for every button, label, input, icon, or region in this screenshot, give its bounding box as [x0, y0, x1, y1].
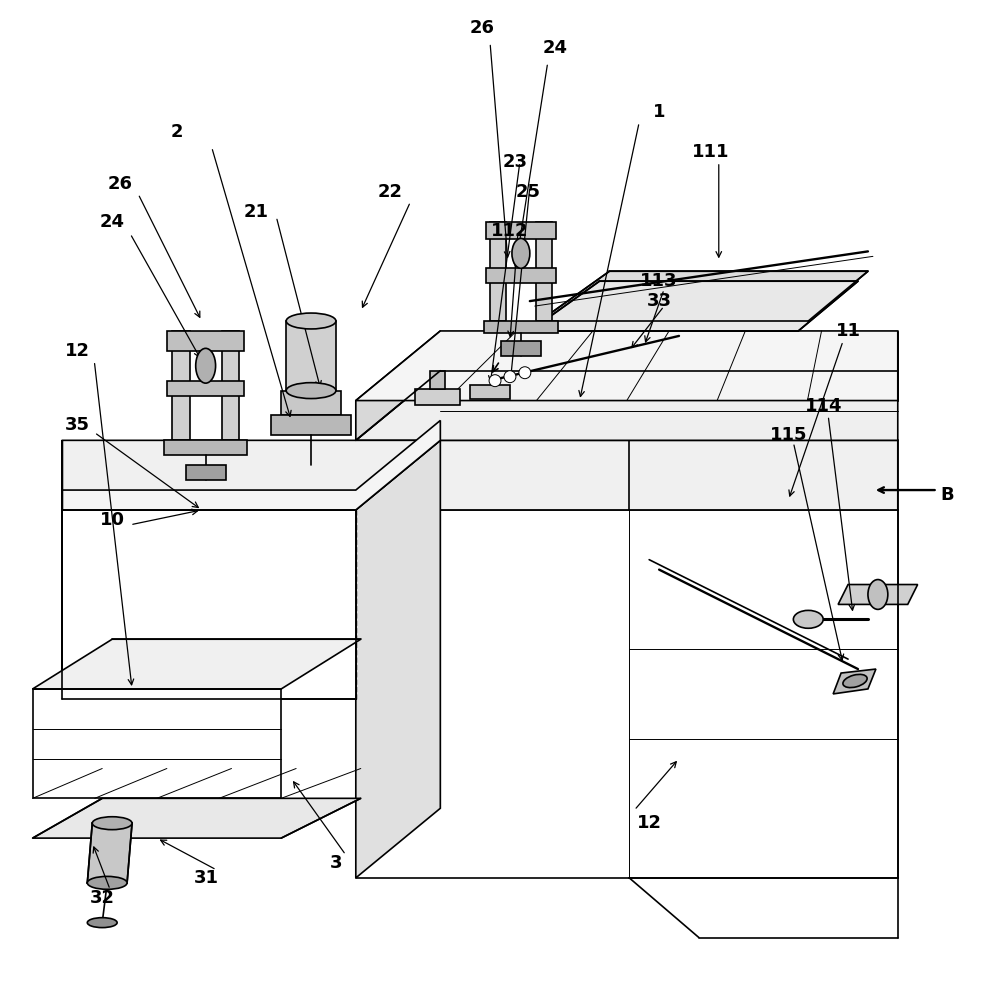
- Polygon shape: [490, 222, 506, 321]
- Text: B: B: [941, 486, 954, 504]
- Polygon shape: [833, 669, 876, 694]
- Text: 112: 112: [491, 223, 529, 240]
- Polygon shape: [172, 331, 190, 440]
- Polygon shape: [356, 510, 898, 878]
- Ellipse shape: [87, 876, 127, 889]
- Text: 24: 24: [100, 213, 125, 231]
- Polygon shape: [356, 440, 898, 510]
- Text: 25: 25: [515, 183, 540, 201]
- Polygon shape: [415, 389, 460, 405]
- Text: 35: 35: [65, 416, 90, 434]
- Polygon shape: [536, 222, 552, 321]
- Text: 26: 26: [470, 19, 495, 37]
- Text: 12: 12: [65, 342, 90, 360]
- Circle shape: [504, 371, 516, 383]
- Ellipse shape: [286, 383, 336, 399]
- Text: 10: 10: [100, 511, 125, 529]
- Ellipse shape: [196, 348, 216, 383]
- Polygon shape: [540, 271, 868, 321]
- Circle shape: [519, 367, 531, 379]
- Polygon shape: [222, 331, 239, 440]
- Polygon shape: [486, 268, 556, 283]
- Polygon shape: [501, 341, 541, 356]
- Ellipse shape: [286, 313, 336, 329]
- Circle shape: [489, 375, 501, 387]
- Text: 113: 113: [640, 272, 678, 290]
- Polygon shape: [62, 440, 440, 510]
- Text: 23: 23: [502, 153, 527, 171]
- Text: 3: 3: [330, 854, 342, 872]
- Polygon shape: [33, 639, 361, 689]
- Text: 2: 2: [171, 123, 183, 141]
- Text: 26: 26: [108, 175, 133, 193]
- Polygon shape: [356, 440, 440, 878]
- Text: 31: 31: [194, 869, 219, 887]
- Polygon shape: [33, 689, 281, 798]
- Text: 114: 114: [804, 397, 842, 415]
- Polygon shape: [286, 321, 336, 391]
- Polygon shape: [62, 420, 440, 510]
- Text: 12: 12: [637, 814, 662, 832]
- Polygon shape: [167, 381, 244, 396]
- Polygon shape: [87, 823, 132, 883]
- Polygon shape: [484, 321, 558, 333]
- Ellipse shape: [868, 580, 888, 609]
- Polygon shape: [33, 798, 361, 838]
- Ellipse shape: [843, 674, 867, 688]
- Text: 33: 33: [647, 292, 672, 310]
- Text: 22: 22: [378, 183, 403, 201]
- Text: 32: 32: [90, 889, 115, 907]
- Text: 24: 24: [542, 39, 567, 57]
- Polygon shape: [530, 281, 858, 331]
- Polygon shape: [356, 331, 898, 401]
- Text: 111: 111: [692, 143, 730, 161]
- Polygon shape: [281, 391, 341, 415]
- Ellipse shape: [512, 238, 530, 268]
- Text: 21: 21: [244, 203, 269, 221]
- Polygon shape: [271, 415, 351, 435]
- Polygon shape: [470, 385, 510, 399]
- Text: 11: 11: [836, 322, 861, 340]
- Polygon shape: [838, 585, 918, 604]
- Polygon shape: [356, 371, 898, 440]
- Text: 115: 115: [770, 426, 807, 444]
- Text: 1: 1: [653, 103, 665, 121]
- Ellipse shape: [793, 610, 823, 628]
- Polygon shape: [356, 331, 440, 440]
- Polygon shape: [167, 331, 244, 351]
- Ellipse shape: [92, 817, 132, 830]
- Polygon shape: [164, 440, 247, 455]
- Polygon shape: [62, 510, 356, 699]
- Ellipse shape: [87, 918, 117, 928]
- Polygon shape: [486, 222, 556, 239]
- Polygon shape: [430, 371, 445, 389]
- Polygon shape: [186, 465, 226, 480]
